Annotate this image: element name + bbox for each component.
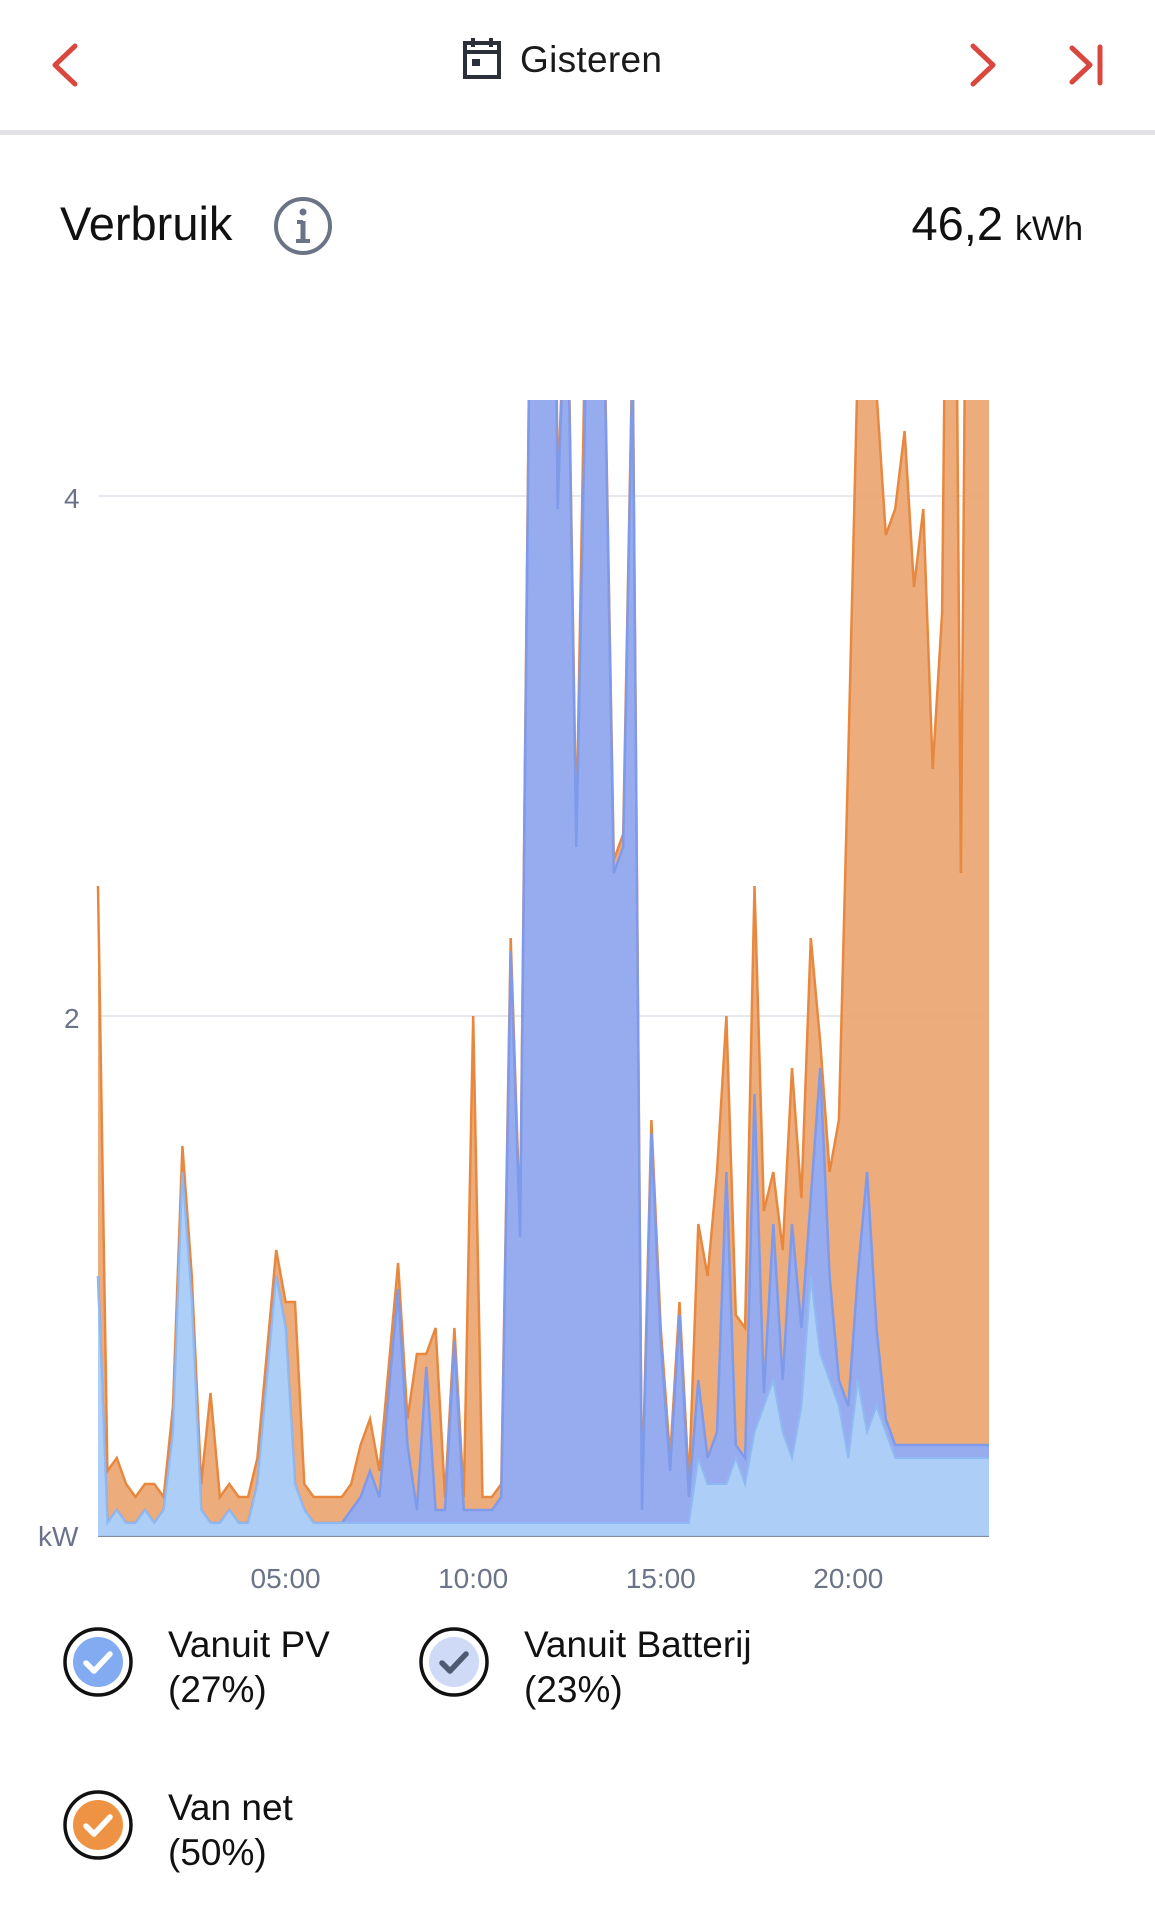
x-tick-label: 20:00: [813, 1563, 883, 1594]
legend-label: Vanuit Batterij: [524, 1624, 752, 1665]
check-icon[interactable]: [62, 1626, 134, 1698]
series-area-battery: [98, 400, 989, 1523]
legend-percent: (23%): [524, 1669, 623, 1710]
info-button[interactable]: [272, 195, 334, 257]
total-value: 46,2: [911, 197, 1003, 250]
previous-day-button[interactable]: [30, 30, 100, 100]
consumption-chart: Maximum vandaag 2468kW05:0010:0015:0020:…: [38, 400, 989, 1594]
chevron-left-icon: [45, 40, 85, 90]
chevron-right-icon: [963, 40, 1003, 90]
check-icon[interactable]: [418, 1626, 490, 1698]
series-line-pv: [97, 1171, 989, 1526]
y-axis-unit: kW: [38, 1521, 79, 1552]
x-tick-label: 05:00: [251, 1563, 321, 1594]
legend-item-grid[interactable]: Van net (50%): [62, 1785, 293, 1875]
legend-item-battery[interactable]: Vanuit Batterij (23%): [418, 1622, 752, 1712]
x-tick-label: 10:00: [438, 1563, 508, 1594]
check-icon[interactable]: [62, 1789, 134, 1861]
series-line-net: [96, 400, 966, 1501]
legend-percent: (27%): [168, 1669, 267, 1710]
y-tick-label: 4: [64, 483, 80, 514]
x-tick-label: 15:00: [626, 1563, 696, 1594]
y-tick-label: 2: [64, 1003, 80, 1034]
legend-label: Van net: [168, 1787, 293, 1828]
legend-percent: (50%): [168, 1832, 267, 1873]
section-title: Verbruik: [60, 197, 233, 250]
jump-to-today-button[interactable]: [1053, 30, 1123, 100]
info-icon: [272, 197, 334, 261]
legend-item-pv[interactable]: Vanuit PV (27%): [62, 1622, 330, 1712]
top-navigation-bar: Gisteren: [0, 0, 1155, 135]
series-area-net: [98, 400, 989, 1523]
next-day-button[interactable]: [948, 30, 1018, 100]
calendar-icon: [462, 36, 520, 85]
date-label: Gisteren: [520, 39, 663, 80]
skip-to-end-icon: [1066, 40, 1110, 90]
legend-label: Vanuit PV: [168, 1624, 330, 1665]
series-area-pv: [98, 1172, 989, 1536]
total-consumption: 46,2 kWh: [912, 196, 1083, 251]
date-selector[interactable]: Gisteren: [462, 30, 662, 90]
total-unit: kWh: [1015, 210, 1083, 248]
area-series: [96, 400, 989, 1536]
